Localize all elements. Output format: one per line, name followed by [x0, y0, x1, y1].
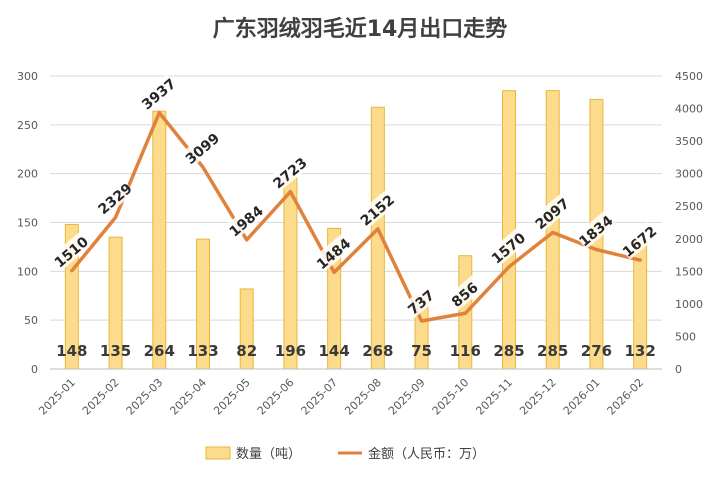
line-data-label-bg [51, 232, 91, 270]
right-axis-tick-label: 4500 [675, 70, 703, 83]
left-axis-tick-label: 50 [24, 314, 38, 327]
bar-data-label: 135 [100, 342, 131, 360]
line-point [551, 230, 555, 234]
bar-data-label: 133 [187, 342, 218, 360]
bar-data-label: 75 [411, 342, 432, 360]
bar [152, 110, 167, 370]
line-point [114, 215, 118, 219]
line-point [420, 319, 424, 323]
right-axis: 0 500 1000 1500 2000 2500 3000 3500 4000 4500 [675, 70, 703, 376]
chart-title: 广东羽绒羽毛近14月出口走势 [213, 16, 508, 42]
line-point [70, 269, 74, 273]
bar [502, 90, 516, 370]
left-axis-tick-label: 200 [17, 168, 38, 181]
bar-data-label: 264 [144, 342, 175, 360]
line-point [463, 311, 467, 315]
left-axis-tick-label: 0 [31, 363, 38, 376]
bar-data-label: 196 [275, 342, 306, 360]
legend-line-label: 金额（人民币：万） [368, 446, 485, 462]
line-data-label-bg [575, 211, 615, 249]
bar-data-label: 144 [318, 342, 349, 360]
bar-data-label: 268 [362, 342, 393, 360]
legend-bar-label: 数量（吨） [236, 447, 301, 462]
bar-data-label: 132 [624, 342, 655, 360]
left-axis-tick-label: 300 [17, 70, 38, 83]
line-data-label-bg [313, 234, 353, 272]
line-series [70, 110, 642, 323]
line-data-label-bg [94, 179, 134, 217]
right-axis-tick-label: 3000 [675, 168, 703, 181]
line-data-label-bg [488, 228, 528, 266]
bar-data-labels: 148 135 264 133 82 196 144 268 75 116 285 285 276 132 [56, 342, 656, 360]
line-data-label-bg [182, 129, 222, 166]
bar-data-label: 276 [581, 342, 612, 360]
line-data-label-bg [400, 283, 440, 320]
line-data-label-bg [138, 74, 178, 112]
legend-bar-swatch [205, 446, 231, 460]
left-axis-tick-label: 150 [17, 217, 38, 230]
line-point [376, 227, 380, 231]
line-series-path [70, 110, 642, 323]
line-data-label-bg [444, 275, 484, 313]
right-axis-tick-label: 1000 [675, 298, 703, 311]
bar [545, 90, 560, 370]
right-axis-tick-label: 500 [675, 330, 696, 343]
line-data-label-bg [357, 191, 397, 228]
bar-data-label: 285 [537, 342, 568, 360]
right-axis-tick-label: 4000 [675, 103, 703, 116]
bar-data-label: 148 [56, 342, 87, 360]
line-point [157, 111, 161, 115]
right-axis-tick-label: 1500 [675, 265, 703, 278]
line-point [288, 190, 292, 194]
right-axis-tick-label: 2000 [675, 233, 703, 246]
line-data-label-bg [619, 222, 659, 259]
left-axis-tick-label: 250 [17, 119, 38, 132]
bar-data-label: 82 [236, 342, 257, 360]
right-axis-tick-label: 3500 [675, 135, 703, 148]
left-axis: 0 50 100 150 200 250 300 [17, 70, 38, 376]
line-data-label-bg [531, 194, 571, 232]
line-data-label-bg [269, 153, 309, 191]
line-point [507, 265, 511, 269]
line-data-label-bg [225, 201, 265, 239]
line-point [332, 270, 336, 274]
bar-data-label: 285 [493, 342, 524, 360]
line-point [638, 258, 642, 262]
left-axis-tick-label: 100 [17, 265, 38, 278]
legend: 数量（吨） 金额（人民币：万） [205, 446, 485, 462]
right-axis-tick-label: 2500 [675, 200, 703, 213]
bar-data-label: 116 [450, 342, 481, 360]
line-point [201, 165, 205, 169]
line-point [594, 248, 598, 252]
right-axis-tick-label: 0 [675, 363, 682, 376]
line-point [245, 238, 249, 242]
bar [283, 177, 298, 370]
